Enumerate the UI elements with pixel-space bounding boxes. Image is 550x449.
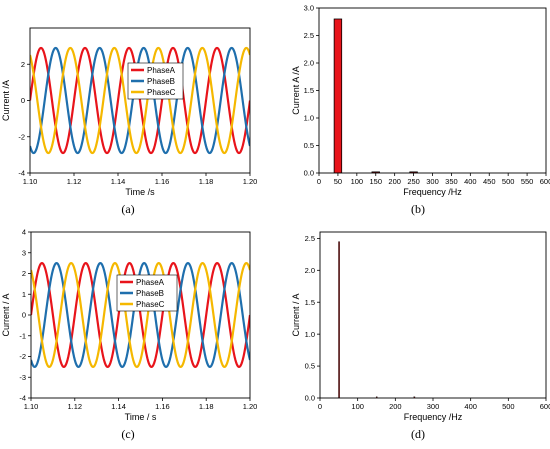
legend-label-phasea: PhaseA [136, 278, 165, 287]
y-tick-label: -3 [19, 373, 26, 382]
x-tick-label: 1.18 [199, 402, 214, 411]
y-tick-label: -4 [18, 169, 25, 178]
x-tick-label: 150 [369, 177, 382, 186]
y-axis-label: Current A /A [291, 66, 301, 115]
x-axis-label: Time / s [125, 412, 157, 422]
x-tick-label: 1.12 [67, 177, 82, 186]
x-tick-label: 500 [502, 402, 515, 411]
x-tick-label: 0 [318, 402, 322, 411]
y-tick-label: 2.5 [304, 31, 314, 40]
x-tick-label: 100 [351, 402, 364, 411]
y-tick-label: 2.0 [305, 266, 315, 275]
spectrum-bar [333, 18, 343, 173]
y-tick-label: 0 [22, 311, 26, 320]
x-tick-label: 400 [464, 177, 477, 186]
legend: PhaseA PhaseB PhaseC [127, 62, 184, 100]
x-tick-label: 250 [407, 177, 420, 186]
series-line-phasea [30, 46, 250, 155]
series-line-phaseb [30, 46, 250, 155]
y-tick-label: 0.5 [305, 362, 315, 371]
x-axis-label: Frequency /Hz [403, 187, 462, 197]
panel-b-spectrum: 0 50 100 150 200 250 300 350 400 450 500 550 600 0.0 0… [291, 4, 550, 216]
x-axis-label: Frequency /Hz [404, 412, 463, 422]
y-axis-label: Current / A [1, 293, 11, 336]
axes-frame [319, 231, 547, 399]
y-tick-label: 3 [22, 248, 26, 257]
legend-label-phasec: PhaseC [147, 88, 176, 97]
series-line-phasec [30, 46, 250, 155]
y-tick-label: 1.0 [305, 330, 315, 339]
axes-frame [318, 7, 547, 174]
panel-d-spectrum: 0 100 200 300 400 500 600 0.0 0.5 1.0 1.5 2.0 2.5 Fre… [291, 231, 550, 441]
x-tick-label: 300 [426, 177, 439, 186]
x-tick-label: 1.20 [243, 177, 258, 186]
x-tick-label: 1.18 [199, 177, 214, 186]
plot-area [31, 262, 250, 369]
y-tick-label: -4 [19, 394, 26, 403]
y-tick-label: 2.0 [304, 59, 314, 68]
legend-label-phasec: PhaseC [136, 300, 165, 309]
plot-area [333, 18, 418, 173]
x-tick-label: 1.14 [111, 177, 126, 186]
spectrum-bar [413, 396, 416, 398]
panel-c-waveform: 1.10 1.12 1.14 1.16 1.18 1.20 -4 -3 -2 -1 0 1 2 3 4 Tim… [1, 228, 257, 441]
y-tick-label: 1.5 [304, 86, 314, 95]
spectrum-bar [338, 241, 340, 398]
x-tick-label: 50 [334, 177, 342, 186]
legend: PhaseA PhaseB PhaseC [116, 274, 178, 312]
x-tick-label: 450 [483, 177, 496, 186]
y-tick-label: 1 [22, 290, 26, 299]
plot-area [30, 46, 250, 155]
x-tick-label: 300 [427, 402, 440, 411]
y-tick-label: 0 [21, 96, 25, 105]
x-tick-label: 400 [464, 402, 477, 411]
legend-label-phasea: PhaseA [147, 66, 176, 75]
y-tick-label: 3.0 [304, 4, 314, 13]
y-tick-label: -2 [18, 132, 25, 141]
series-line-phasec [31, 262, 250, 369]
x-tick-label: 0 [317, 177, 321, 186]
x-tick-label: 1.16 [155, 402, 170, 411]
x-tick-label: 550 [521, 177, 534, 186]
panel-label: (b) [411, 202, 425, 216]
x-axis-label: Time /s [125, 187, 155, 197]
spectrum-bar [375, 396, 378, 398]
y-tick-label: 0.5 [304, 141, 314, 150]
y-tick-label: -1 [19, 331, 26, 340]
x-tick-label: 1.16 [155, 177, 170, 186]
legend-label-phaseb: PhaseB [136, 289, 164, 298]
x-tick-label: 600 [540, 402, 550, 411]
y-tick-label: 2 [21, 60, 25, 69]
x-tick-label: 100 [351, 177, 364, 186]
y-tick-label: 2.5 [305, 234, 315, 243]
y-tick-label: 0.0 [304, 169, 314, 178]
y-axis-label: Current / A [291, 293, 301, 336]
x-tick-label: 200 [389, 402, 402, 411]
panel-label: (d) [411, 427, 425, 441]
x-tick-label: 500 [502, 177, 515, 186]
y-tick-label: 2 [22, 269, 26, 278]
x-tick-label: 600 [540, 177, 550, 186]
x-tick-label: 1.14 [111, 402, 126, 411]
x-tick-label: 1.10 [23, 177, 38, 186]
series-line-phaseb [31, 262, 250, 369]
y-tick-label: 0.0 [305, 394, 315, 403]
y-tick-label: 1.5 [305, 298, 315, 307]
plot-area [338, 241, 416, 398]
x-tick-label: 350 [445, 177, 458, 186]
panel-label: (a) [121, 202, 134, 216]
x-tick-label: 1.12 [67, 402, 82, 411]
panel-label: (c) [121, 427, 134, 441]
series-line-phasea [31, 262, 250, 369]
y-tick-label: 1.0 [304, 114, 314, 123]
y-tick-label: 4 [22, 228, 26, 237]
x-tick-label: 1.10 [24, 402, 39, 411]
x-tick-label: 1.20 [243, 402, 258, 411]
legend-label-phaseb: PhaseB [147, 77, 175, 86]
y-axis-label: Current /A [1, 80, 11, 121]
panel-a-waveform: 1.10 1.12 1.14 1.16 1.18 1.20 -4 -2 0 2 Time /s Cur… [1, 27, 258, 216]
x-tick-label: 200 [388, 177, 401, 186]
y-tick-label: -2 [19, 352, 26, 361]
